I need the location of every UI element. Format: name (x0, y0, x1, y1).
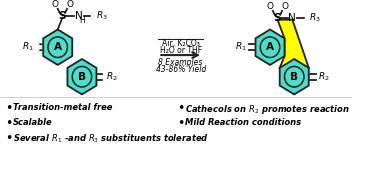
Text: Air, K₂CO₃: Air, K₂CO₃ (162, 39, 200, 48)
Text: $R_3$: $R_3$ (96, 9, 108, 22)
Text: Cathecols on $R_2$ promotes reaction: Cathecols on $R_2$ promotes reaction (185, 103, 350, 116)
Text: N: N (288, 13, 296, 23)
Text: N: N (75, 11, 83, 21)
Text: 8 Examples: 8 Examples (158, 59, 203, 67)
Text: •: • (177, 102, 184, 115)
Text: $R_1$: $R_1$ (235, 41, 247, 54)
Text: A: A (54, 42, 62, 52)
Polygon shape (43, 30, 72, 65)
Text: •: • (5, 117, 12, 130)
Text: O: O (282, 2, 288, 11)
Text: H: H (79, 16, 85, 25)
Polygon shape (67, 59, 96, 94)
Text: •: • (177, 117, 184, 130)
Text: $R_2$: $R_2$ (318, 71, 329, 83)
Text: Mild Reaction conditions: Mild Reaction conditions (185, 118, 301, 127)
Text: $R_1$: $R_1$ (22, 41, 34, 54)
Text: •: • (5, 102, 12, 115)
Text: S: S (59, 11, 66, 21)
Text: B: B (290, 72, 298, 82)
Text: H₂O or THF: H₂O or THF (160, 46, 202, 55)
Polygon shape (280, 59, 309, 94)
Text: $R_3$: $R_3$ (309, 11, 321, 24)
Text: Several $R_1$ -and $R_3$ substituents tolerated: Several $R_1$ -and $R_3$ substituents to… (13, 133, 209, 145)
Text: 43-86% Yield: 43-86% Yield (155, 65, 206, 74)
Polygon shape (256, 30, 285, 65)
Text: S: S (274, 13, 281, 23)
Text: $R_2$: $R_2$ (106, 71, 118, 83)
Text: O: O (51, 0, 59, 9)
Text: •: • (5, 132, 12, 145)
Text: Scalable: Scalable (13, 118, 53, 127)
Text: B: B (78, 72, 86, 82)
Polygon shape (277, 20, 309, 68)
Text: O: O (66, 0, 73, 9)
Text: A: A (266, 42, 274, 52)
Text: Transition-metal free: Transition-metal free (13, 103, 112, 112)
Text: O: O (266, 2, 274, 11)
